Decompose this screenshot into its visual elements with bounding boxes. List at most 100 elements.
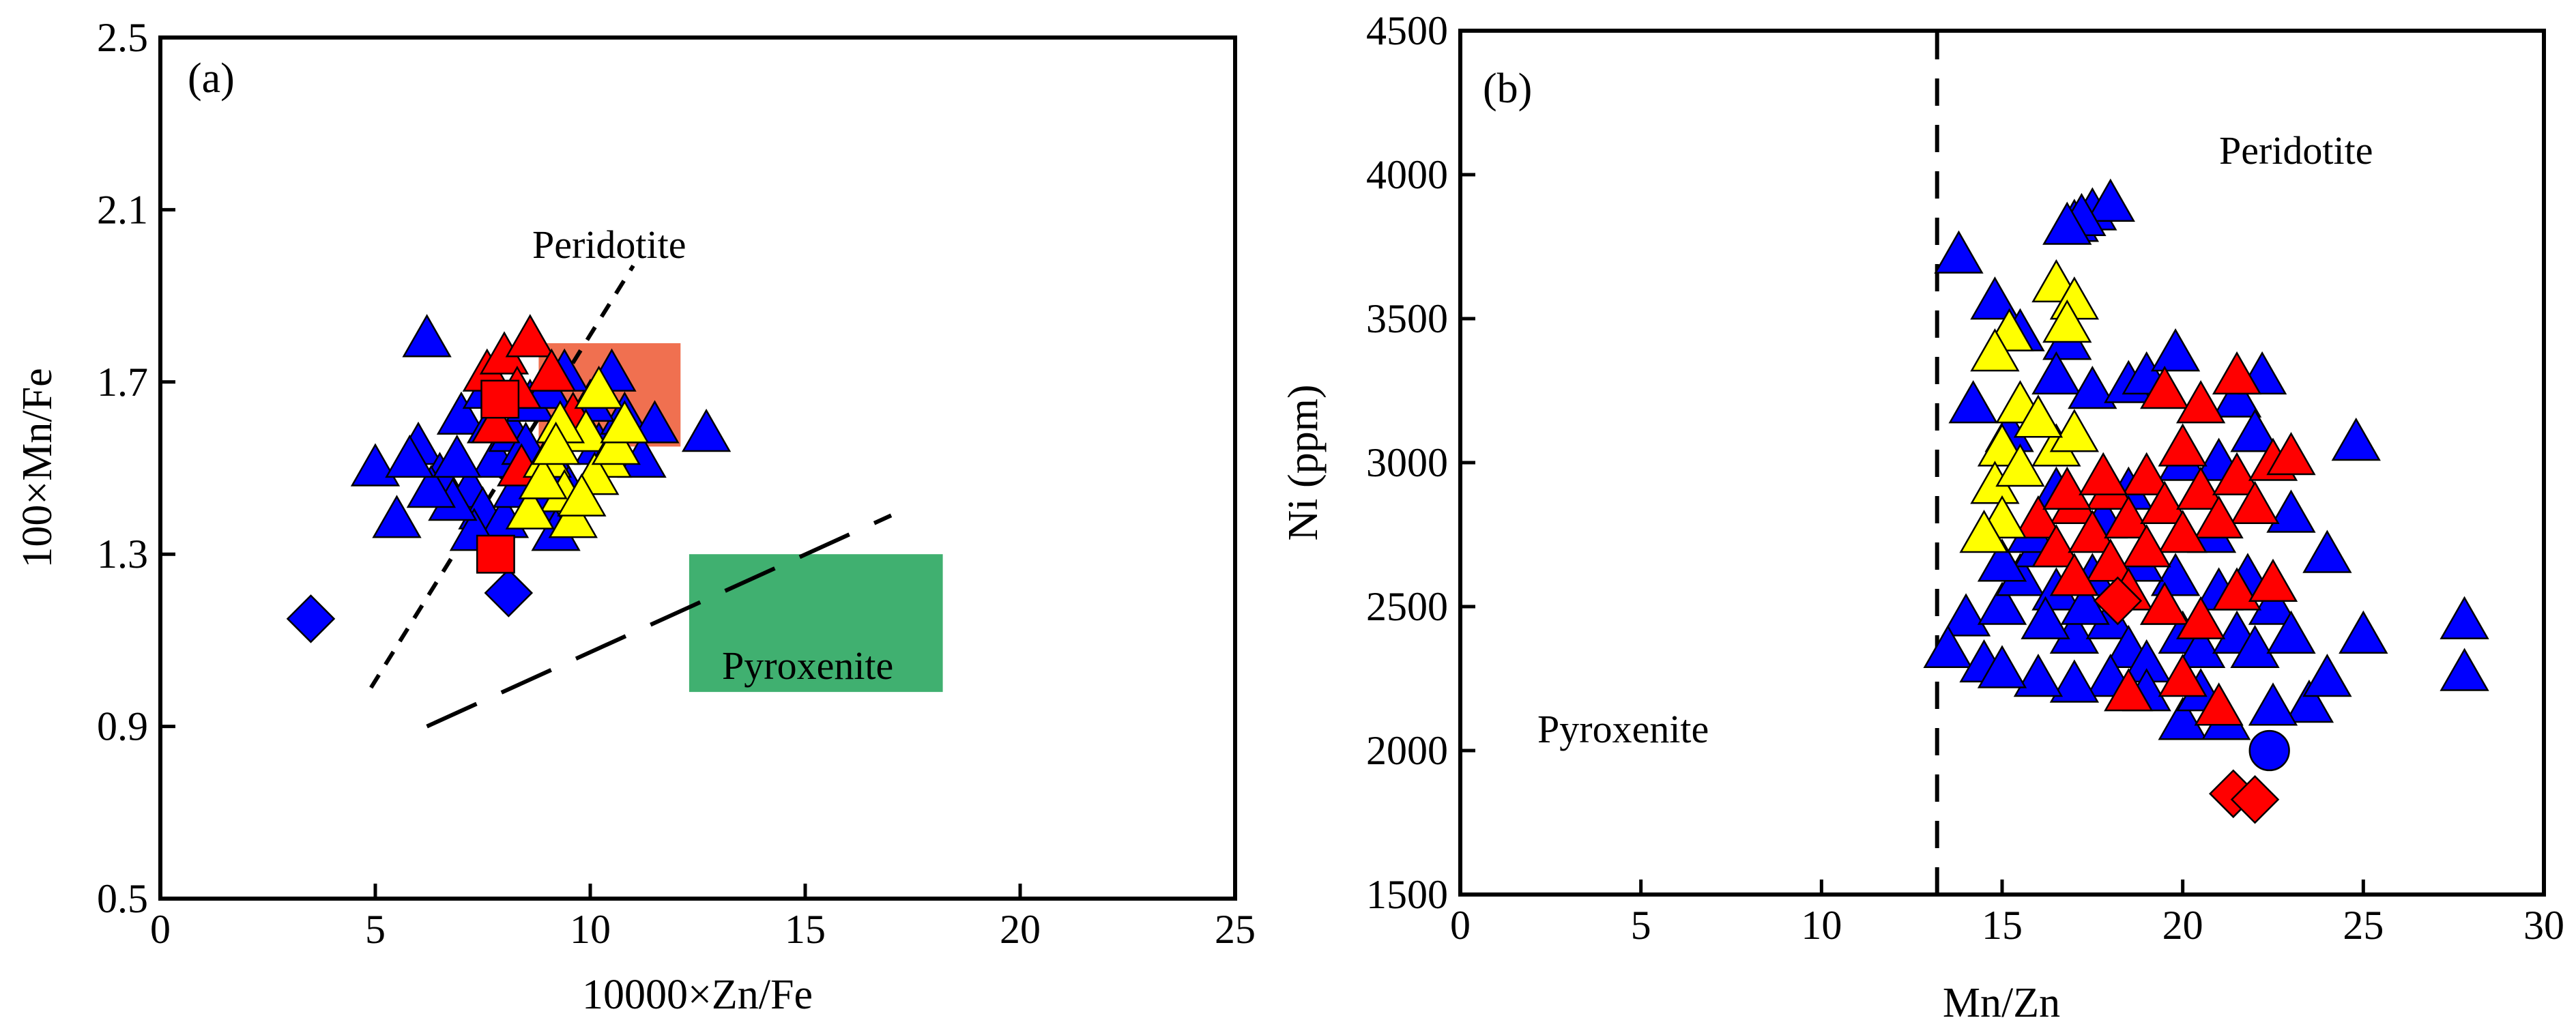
blue-triangle-point: [2230, 624, 2280, 669]
red-triangle-point: [2158, 653, 2208, 697]
red-triangle-point: [471, 400, 521, 444]
blue-triangle-point: [681, 409, 732, 452]
yellow-triangle-point: [2049, 409, 2100, 452]
y-tick-label: 3500: [1366, 296, 1448, 341]
x-tick-label: 0: [1450, 903, 1471, 948]
red-triangle-point: [2158, 423, 2208, 467]
peridotite-label: Peridotite: [532, 222, 686, 267]
blue-triangle-point: [2230, 409, 2280, 452]
red-triangle-point: [2212, 452, 2262, 495]
blue-triangle-point: [1923, 624, 1973, 669]
blue-triangle-point: [402, 314, 452, 358]
x-axis-title: Mn/Zn: [1943, 980, 2060, 1026]
yellow-triangle-point: [531, 421, 581, 465]
x-axis-title: 10000×Zn/Fe: [582, 972, 813, 1018]
blue-diamond-point: [286, 594, 336, 643]
red-triangle-point: [2230, 480, 2280, 525]
x-tick-label: 10: [1801, 903, 1842, 948]
red-triangle-point: [2212, 351, 2262, 395]
y-tick-label: 0.5: [97, 876, 148, 921]
yellow-triangle-point: [1959, 509, 2009, 553]
blue-triangle-point: [2212, 374, 2262, 418]
y-tick-label: 3000: [1366, 440, 1448, 485]
blue-triangle-point: [2049, 659, 2100, 703]
yellow-triangle-point: [2042, 299, 2092, 343]
red-square-point: [480, 379, 520, 419]
y-tick-label: 1.3: [97, 532, 148, 577]
blue-triangle-point: [2302, 653, 2352, 697]
red-triangle-point: [2079, 452, 2128, 495]
red-triangle-point: [2122, 524, 2171, 568]
blue-triangle-point: [1934, 230, 1984, 274]
blue-triangle-point: [2175, 624, 2226, 669]
panel-b-ticks: 0 5 10 15 20 25 30 1500 2000 2500 3000 3500 4000 4500: [1366, 8, 2564, 948]
peridotite-label: Peridotite: [2219, 128, 2373, 173]
blue-triangle-point: [2042, 201, 2092, 245]
red-triangle-point: [2194, 682, 2244, 726]
red-triangle-point: [2104, 495, 2154, 539]
pyroxenite-boundary-line: [426, 513, 893, 729]
blue-triangle-point: [436, 391, 487, 435]
red-triangle-point: [2140, 365, 2190, 409]
blue-triangle-point: [2266, 610, 2316, 654]
yellow-triangle-point: [548, 495, 598, 538]
y-tick-label: 1500: [1366, 872, 1448, 917]
x-tick-label: 30: [2523, 903, 2564, 948]
x-tick-label: 0: [150, 907, 171, 952]
red-triangle-point: [2013, 495, 2064, 539]
x-tick-label: 5: [1631, 903, 1651, 948]
red-triangle-point: [2085, 538, 2135, 582]
red-triangle-point: [2140, 581, 2190, 625]
blue-triangle-point: [2266, 489, 2316, 533]
x-tick-label: 5: [365, 907, 386, 952]
blue-triangle-point: [2150, 328, 2201, 372]
y-tick-label: 1.7: [97, 360, 148, 405]
yellow-triangle-point: [518, 456, 568, 499]
y-axis-title: Ni (ppm): [1280, 384, 1327, 540]
red-triangle-point: [2212, 567, 2262, 611]
blue-triangle-point: [1941, 593, 1991, 637]
blue-triangle-point: [2068, 365, 2117, 409]
x-tick-label: 15: [785, 907, 826, 952]
y-tick-label: 2.5: [97, 15, 148, 60]
y-axis-title: 100×Mn/Fe: [14, 368, 61, 568]
blue-triangle-point: [372, 495, 422, 538]
blue-triangle-point: [2013, 653, 2064, 697]
panel-b-scatter-plot: 0 5 10 15 20 25 30 1500 2000 2500 3000 3500 4000 4500…: [1280, 8, 2564, 1026]
blue-triangle-point: [630, 400, 680, 444]
yellow-triangle-point: [591, 421, 641, 465]
red-triangle-point: [2042, 466, 2092, 510]
y-tick-label: 2.1: [97, 187, 148, 232]
red-triangle-point: [2175, 596, 2226, 639]
blue-triangle-point: [1977, 538, 2027, 582]
blue-triangle-point: [2331, 417, 2381, 461]
blue-triangle-point: [2031, 351, 2081, 395]
red-diamond-point: [2093, 576, 2143, 626]
yellow-triangle-point: [600, 400, 650, 444]
panel-b-data-points: [1923, 178, 2489, 824]
y-tick-label: 2500: [1366, 584, 1448, 629]
blue-triangle-point: [2440, 596, 2489, 639]
red-triangle-point: [2140, 480, 2190, 525]
red-triangle-point: [2049, 553, 2100, 596]
blue-triangle-point: [2284, 679, 2334, 723]
pyroxenite-region-rect: [689, 554, 943, 693]
panel-a-label: (a): [188, 55, 235, 102]
panel-a-data-points: [286, 314, 732, 643]
x-tick-label: 15: [1982, 903, 2023, 948]
red-square-point: [476, 534, 515, 574]
yellow-triangle-point: [505, 486, 555, 529]
blue-triangle-point: [406, 465, 457, 508]
pyroxenite-label: Pyroxenite: [1537, 707, 1709, 751]
blue-triangle-point: [1977, 581, 2027, 625]
red-diamond-point: [2230, 774, 2280, 824]
blue-triangle-point: [2302, 529, 2352, 573]
panel-a-frame: [158, 35, 1237, 901]
blue-triangle-point: [2248, 581, 2298, 625]
x-tick-label: 25: [2343, 903, 2384, 948]
red-triangle-point: [2031, 524, 2081, 568]
red-triangle-point: [2122, 452, 2171, 495]
red-triangle-point: [2175, 380, 2226, 424]
y-tick-label: 0.9: [97, 704, 148, 749]
